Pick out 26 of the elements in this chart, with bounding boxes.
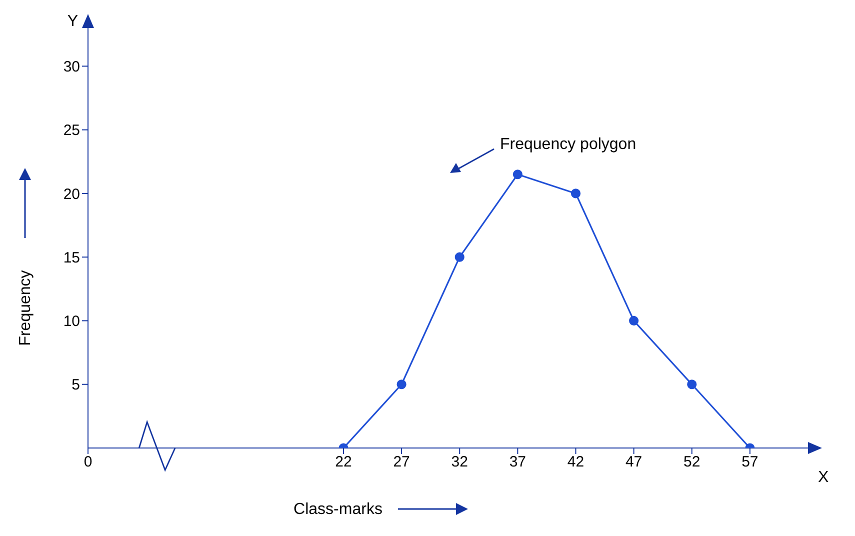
x-axis-title: Class-marks xyxy=(294,501,382,518)
x-tick-label: 22 xyxy=(335,454,352,471)
y-tick-label: 20 xyxy=(63,186,80,203)
point xyxy=(687,380,697,390)
y-tick-label: 10 xyxy=(63,313,80,330)
point xyxy=(629,316,639,326)
y-tick-label: 15 xyxy=(63,249,80,266)
point xyxy=(396,380,406,390)
x-tick-label: 47 xyxy=(625,454,642,471)
y-axis-title: Frequency xyxy=(17,270,34,346)
annotation: Frequency polygon xyxy=(500,136,636,153)
y-tick-label: 25 xyxy=(63,122,80,140)
x-tick-label: 0 xyxy=(84,454,92,471)
text: X xyxy=(818,469,829,486)
point xyxy=(512,170,522,180)
point xyxy=(570,188,581,198)
x-tick-label: 57 xyxy=(742,454,758,471)
x-tick-label: 37 xyxy=(509,454,526,471)
y-tick-label: 5 xyxy=(72,376,80,394)
text: Y xyxy=(67,13,78,30)
x-tick-label: 52 xyxy=(684,454,700,471)
x-tick-label: 27 xyxy=(393,454,410,471)
x-tick-label: 32 xyxy=(451,454,468,471)
y-tick-label: 30 xyxy=(63,58,80,76)
point xyxy=(454,252,464,262)
x-tick-label: 42 xyxy=(567,454,584,471)
